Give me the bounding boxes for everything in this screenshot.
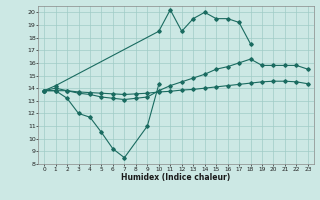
- X-axis label: Humidex (Indice chaleur): Humidex (Indice chaleur): [121, 173, 231, 182]
